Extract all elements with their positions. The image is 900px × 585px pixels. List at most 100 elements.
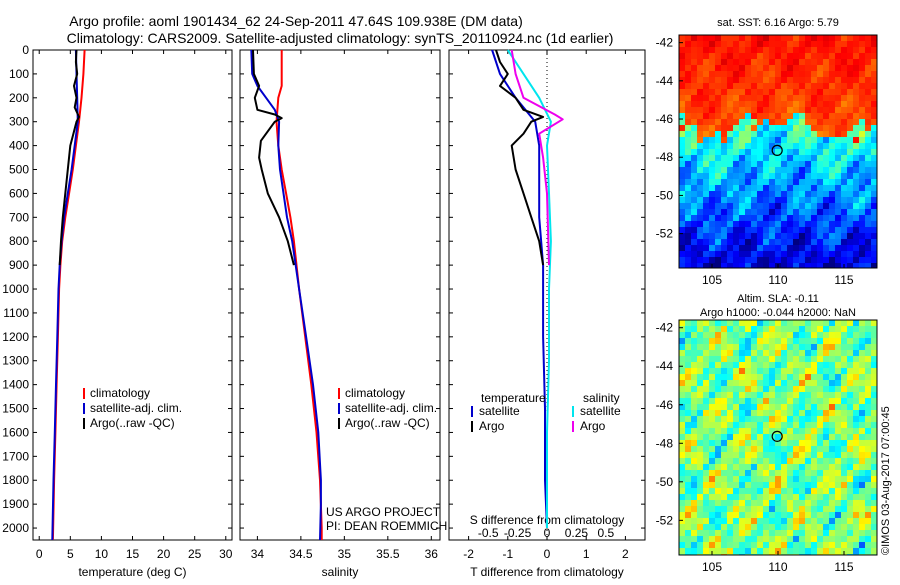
heatmap-cell bbox=[793, 35, 800, 42]
heatmap-cell bbox=[799, 209, 806, 216]
heatmap-cell bbox=[811, 530, 818, 537]
heatmap-cell bbox=[745, 374, 752, 381]
heatmap-cell bbox=[697, 410, 704, 417]
heatmap-cell bbox=[739, 245, 746, 252]
heatmap-cell bbox=[793, 332, 800, 339]
heatmap-cell bbox=[781, 263, 788, 269]
heatmap-cell bbox=[703, 488, 710, 495]
heatmap-cell bbox=[847, 404, 854, 411]
heatmap-cell bbox=[799, 380, 806, 387]
heatmap-cell bbox=[853, 452, 860, 459]
heatmap-cell bbox=[835, 119, 842, 126]
heatmap-cell bbox=[745, 203, 752, 210]
heatmap-cell bbox=[859, 47, 866, 54]
heatmap-cell bbox=[787, 197, 794, 204]
heatmap-cell bbox=[799, 203, 806, 210]
heatmap-cell bbox=[859, 113, 866, 120]
heatmap-cell bbox=[691, 251, 698, 258]
heatmap-cell bbox=[829, 494, 836, 501]
heatmap-cell bbox=[679, 416, 686, 423]
heatmap-cell bbox=[685, 350, 692, 357]
heatmap-cell bbox=[769, 161, 776, 168]
heatmap-cell bbox=[823, 416, 830, 423]
heatmap-cell bbox=[829, 143, 836, 150]
heatmap-cell bbox=[685, 239, 692, 246]
heatmap-cell bbox=[715, 542, 722, 549]
heatmap-cell bbox=[787, 179, 794, 186]
heatmap-cell bbox=[727, 374, 734, 381]
heatmap-cell bbox=[697, 332, 704, 339]
heatmap-cell bbox=[787, 542, 794, 549]
heatmap-cell bbox=[841, 83, 848, 90]
heatmap-cell bbox=[697, 362, 704, 369]
heatmap-cell bbox=[727, 65, 734, 72]
heatmap-cell bbox=[829, 422, 836, 429]
heatmap-cell bbox=[757, 113, 764, 120]
heatmap-cell bbox=[847, 320, 854, 327]
heatmap-cell bbox=[745, 227, 752, 234]
heatmap-cell bbox=[691, 452, 698, 459]
heatmap-cell bbox=[829, 536, 836, 543]
heatmap-cell bbox=[841, 233, 848, 240]
heatmap-cell bbox=[745, 167, 752, 174]
heatmap-cell bbox=[871, 530, 878, 537]
heatmap-cell bbox=[739, 35, 746, 42]
heatmap-cell bbox=[871, 119, 878, 126]
heatmap-cell bbox=[865, 119, 872, 126]
heatmap-cell bbox=[775, 113, 782, 120]
heatmap-cell bbox=[841, 524, 848, 531]
heatmap-cell bbox=[799, 173, 806, 180]
heatmap-cell bbox=[763, 89, 770, 96]
heatmap-cell bbox=[703, 95, 710, 102]
heatmap-cell bbox=[841, 506, 848, 513]
heatmap-cell bbox=[745, 119, 752, 126]
y-tick-label: -48 bbox=[656, 436, 674, 450]
y-tick-label: -44 bbox=[656, 74, 674, 88]
heatmap-cell bbox=[859, 137, 866, 144]
heatmap-cell bbox=[745, 41, 752, 48]
heatmap-cell bbox=[847, 488, 854, 495]
heatmap-cell bbox=[691, 512, 698, 519]
heatmap-cell bbox=[727, 320, 734, 327]
heatmap-cell bbox=[679, 41, 686, 48]
heatmap-cell bbox=[751, 542, 758, 549]
heatmap-cell bbox=[745, 53, 752, 60]
heatmap-cell bbox=[829, 410, 836, 417]
heatmap-cell bbox=[853, 482, 860, 489]
heatmap-cell bbox=[715, 227, 722, 234]
heatmap-cell bbox=[805, 326, 812, 333]
heatmap-cell bbox=[847, 374, 854, 381]
heatmap-cell bbox=[691, 392, 698, 399]
heatmap-cell bbox=[763, 161, 770, 168]
heatmap-cell bbox=[751, 95, 758, 102]
heatmap-cell bbox=[859, 173, 866, 180]
heatmap-cell bbox=[853, 35, 860, 42]
heatmap-cell bbox=[745, 344, 752, 351]
heatmap-cell bbox=[817, 95, 824, 102]
heatmap-cell bbox=[811, 422, 818, 429]
heatmap-cell bbox=[847, 101, 854, 108]
heatmap-cell bbox=[697, 356, 704, 363]
heatmap-cell bbox=[805, 137, 812, 144]
heatmap-cell bbox=[847, 131, 854, 138]
heatmap-cell bbox=[763, 179, 770, 186]
heatmap-cell bbox=[721, 113, 728, 120]
heatmap-cell bbox=[805, 143, 812, 150]
heatmap-cell bbox=[739, 83, 746, 90]
heatmap-cell bbox=[793, 71, 800, 78]
heatmap-cell bbox=[691, 257, 698, 264]
heatmap-cell bbox=[865, 368, 872, 375]
heatmap-cell bbox=[805, 380, 812, 387]
heatmap-cell bbox=[865, 470, 872, 477]
heatmap-cell bbox=[769, 65, 776, 72]
heatmap-cell bbox=[853, 512, 860, 519]
heatmap-cell bbox=[691, 35, 698, 42]
heatmap-cell bbox=[787, 326, 794, 333]
heatmap-cell bbox=[793, 59, 800, 66]
heatmap-cell bbox=[691, 446, 698, 453]
heatmap-cell bbox=[787, 191, 794, 198]
heatmap-cell bbox=[829, 386, 836, 393]
heatmap-cell bbox=[829, 203, 836, 210]
heatmap-cell bbox=[757, 263, 764, 269]
heatmap-cell bbox=[781, 215, 788, 222]
